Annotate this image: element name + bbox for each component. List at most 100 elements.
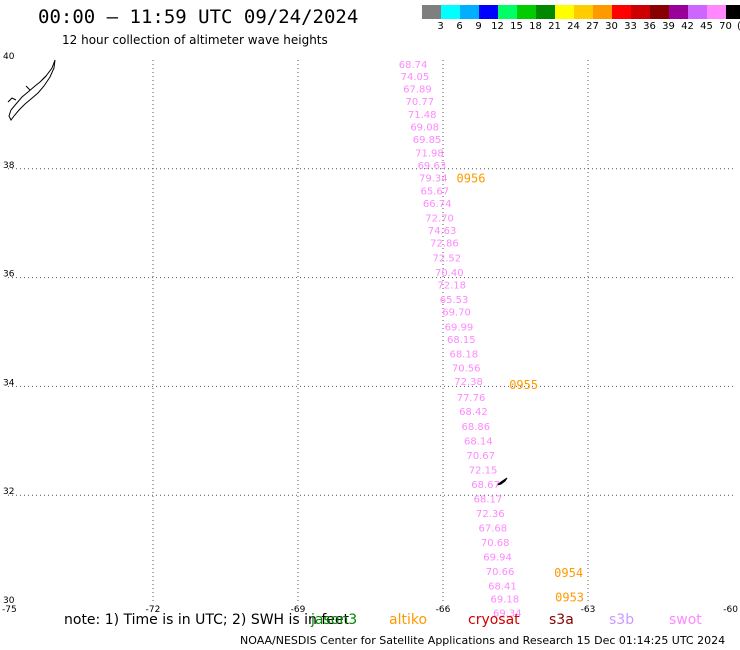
note-text: note: 1) Time is in UTC; 2) SWH is in fe… xyxy=(64,612,350,628)
colorbar-swatch xyxy=(707,5,726,19)
wave-height-value: 72.38 xyxy=(454,377,483,388)
coastline xyxy=(8,59,56,121)
colorbar-swatch xyxy=(441,5,460,19)
wave-height-value: 71.48 xyxy=(408,110,437,121)
colorbar-label: 27 xyxy=(586,21,599,32)
pass-time-label: 0955 xyxy=(509,378,538,392)
x-tick-label: -69 xyxy=(291,605,306,615)
wave-height-value: 68.41 xyxy=(488,581,517,592)
pass-time-label: 0954 xyxy=(554,566,583,580)
wave-height-value: 69.08 xyxy=(410,123,439,134)
wave-height-value: 67.68 xyxy=(478,524,507,535)
footer-credit: NOAA/NESDIS Center for Satellite Applica… xyxy=(240,634,726,647)
colorbar-label: 21 xyxy=(548,21,561,32)
wave-height-value: 74.05 xyxy=(401,72,430,83)
wave-height-value: 70.67 xyxy=(466,451,495,462)
wave-height-value: 66.74 xyxy=(423,199,452,210)
chart-subtitle: 12 hour collection of altimeter wave hei… xyxy=(62,33,328,47)
colorbar-label: 30 xyxy=(605,21,618,32)
wave-height-value: 68.42 xyxy=(459,407,488,418)
colorbar-swatch xyxy=(593,5,612,19)
wave-height-value: 69.18 xyxy=(491,594,520,605)
wave-height-value: 77.76 xyxy=(457,393,486,404)
colorbar-swatch xyxy=(460,5,479,19)
colorbar-label: 39 xyxy=(662,21,675,32)
wave-height-value: 72.15 xyxy=(469,465,498,476)
wave-height-value: 69.94 xyxy=(483,552,512,563)
colorbar-swatch xyxy=(536,5,555,19)
wave-height-value: 68.14 xyxy=(464,437,493,448)
legend-item-s3a: s3a xyxy=(549,612,574,628)
wave-height-value: 72.86 xyxy=(430,239,459,250)
wave-height-value: 68.86 xyxy=(462,422,491,433)
colorbar-swatch xyxy=(612,5,631,19)
wave-height-value: 70.77 xyxy=(405,97,434,108)
wave-height-value: 69.99 xyxy=(445,322,474,333)
colorbar-swatch xyxy=(555,5,574,19)
wave-height-value: 68.15 xyxy=(447,335,476,346)
colorbar-swatch xyxy=(422,5,441,19)
y-tick-label: 32 xyxy=(3,487,14,497)
colorbar-swatch xyxy=(650,5,669,19)
wave-height-value: 69.85 xyxy=(413,135,442,146)
wave-height-value: 67.89 xyxy=(403,85,432,96)
colorbar-label: 12 xyxy=(491,21,504,32)
legend-item-s3b: s3b xyxy=(609,612,635,628)
wave-height-value: 69.70 xyxy=(442,308,471,319)
x-tick-label: -66 xyxy=(436,605,451,615)
colorbar-label: 24 xyxy=(567,21,580,32)
legend-item-jason3: jason3 xyxy=(311,612,358,628)
colorbar-swatch xyxy=(631,5,650,19)
wave-height-value: 65.67 xyxy=(420,186,449,197)
wave-height-value: 68.74 xyxy=(399,60,428,71)
x-tick-label: -63 xyxy=(581,605,596,615)
colorbar-swatch xyxy=(726,5,740,19)
wave-height-value: 72.18 xyxy=(437,280,466,291)
x-tick-label: -60 xyxy=(723,605,738,615)
wave-height-value: 69.34 xyxy=(493,609,522,620)
y-tick-label: 34 xyxy=(3,378,15,388)
wave-height-value: 72.36 xyxy=(476,509,505,520)
colorbar-label: 45 xyxy=(700,21,713,32)
colorbar-swatch xyxy=(669,5,688,19)
colorbar-swatch xyxy=(574,5,593,19)
colorbar-label: 33 xyxy=(624,21,637,32)
wave-height-value: 74.63 xyxy=(428,226,457,237)
wave-height-value: 65.53 xyxy=(440,295,469,306)
colorbar-swatch xyxy=(517,5,536,19)
wave-height-value: 70.68 xyxy=(481,538,510,549)
wave-height-value: 68.17 xyxy=(474,494,503,505)
colorbar-label: 18 xyxy=(529,21,542,32)
wave-height-value: 70.66 xyxy=(486,567,515,578)
wave-height-value: 79.34 xyxy=(419,173,448,184)
y-tick-label: 38 xyxy=(3,161,15,171)
x-tick-label: -72 xyxy=(146,605,161,615)
wave-height-value: 69.63 xyxy=(418,161,447,172)
y-tick-label: 36 xyxy=(3,270,15,280)
wave-height-value: 72.70 xyxy=(425,214,454,225)
colorbar-label: 3 xyxy=(437,21,444,32)
colorbar-label: 15 xyxy=(510,21,523,32)
wave-height-value: 68.67 xyxy=(471,480,500,491)
y-tick-label: 30 xyxy=(3,596,15,606)
coastline-detail xyxy=(7,75,47,103)
colorbar-swatch xyxy=(688,5,707,19)
colorbar-label: 6 xyxy=(456,21,463,32)
legend-item-swot: swot xyxy=(669,612,702,628)
x-tick-label: -75 xyxy=(2,605,17,615)
island xyxy=(496,477,508,486)
chart-title: 00:00 – 11:59 UTC 09/24/2024 xyxy=(38,6,359,28)
colorbar-label: 36 xyxy=(643,21,656,32)
colorbar-label: 9 xyxy=(475,21,482,32)
colorbar-label: 70 xyxy=(719,21,732,32)
wave-height-value: 70.56 xyxy=(452,364,481,375)
wave-height-value: 70.40 xyxy=(435,268,464,279)
wave-height-value: 72.52 xyxy=(433,253,462,264)
pass-time-label: 0953 xyxy=(555,590,584,604)
colorbar-swatch xyxy=(479,5,498,19)
legend-item-altiko: altiko xyxy=(389,612,428,628)
pass-time-label: 0956 xyxy=(457,171,486,185)
colorbar-swatch xyxy=(498,5,517,19)
wave-height-value: 68.18 xyxy=(449,350,478,361)
